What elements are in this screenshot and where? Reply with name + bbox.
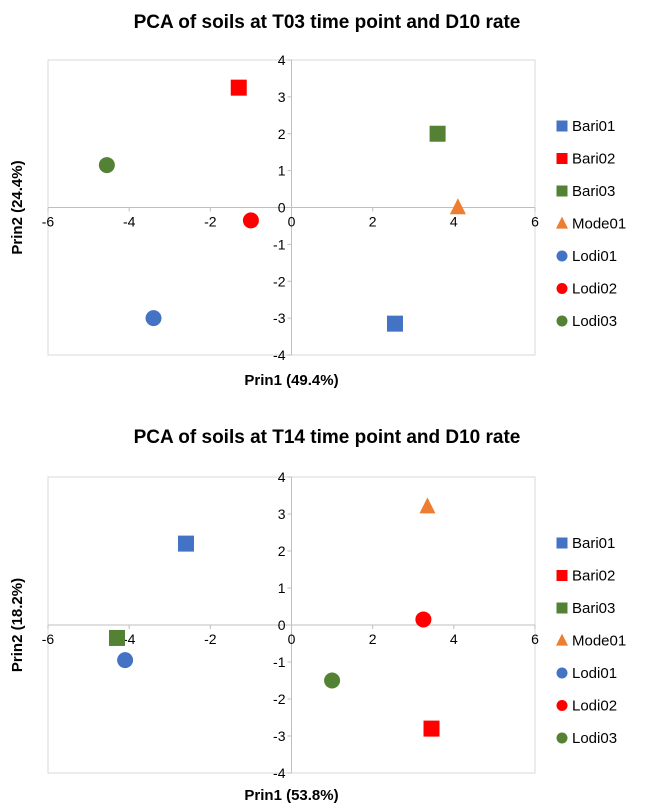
y-tick-label: 0 [278,617,286,633]
legend-label: Mode01 [572,216,626,233]
legend-label: Lodi01 [572,665,617,682]
data-point-bari03 [429,125,446,142]
x-tick-label: -4 [123,631,136,647]
data-point-mode01 [419,497,436,514]
legend-marker-bari02 [556,570,568,581]
legend-label: Lodi02 [572,281,617,298]
data-point-lodi01 [145,310,162,327]
x-tick-label: 6 [531,214,539,230]
y-tick-label: 1 [278,163,286,179]
y-tick-label: -4 [273,347,286,363]
legend-marker-mode01 [556,633,568,646]
legend-marker-bari03 [556,602,568,614]
legend-marker-mode01 [556,216,568,229]
scatter-chart-t03: PCA of soils at T03 time point and D10 r… [9,12,626,389]
chart-panel-t03: PCA of soils at T03 time point and D10 r… [0,0,654,400]
y-tick-label: 3 [278,89,286,105]
x-tick-label: 2 [369,214,377,230]
y-tick-label: 3 [278,506,286,522]
x-tick-label: 4 [450,214,458,230]
legend-marker-lodi02 [556,283,568,294]
data-point-lodi02 [242,212,259,229]
legend-marker-lodi01 [556,667,568,679]
y-tick-label: -4 [273,765,286,781]
x-tick-label: -6 [42,631,55,647]
legend-marker-bari01 [556,537,568,549]
data-point-bari01 [177,535,194,552]
scatter-chart-t14: PCA of soils at T14 time point and D10 r… [9,427,626,803]
data-point-bari02 [230,79,247,96]
x-tick-label: 4 [450,631,458,647]
legend-label: Lodi03 [572,313,617,330]
data-point-bari01 [386,315,403,332]
legend-label: Bari03 [572,183,615,200]
y-tick-label: -2 [273,691,286,707]
data-point-lodi03 [324,672,341,689]
legend-marker-lodi02 [556,700,568,711]
x-tick-label: -6 [42,214,55,230]
y-tick-label: -1 [273,236,286,252]
data-point-lodi03 [98,157,115,174]
legend-label: Lodi03 [572,730,617,747]
y-axis-label: Prin2 (24.4%) [9,160,26,254]
legend-label: Bari02 [572,151,615,168]
y-tick-label: -1 [273,654,286,670]
y-tick-label: 2 [278,126,286,142]
x-tick-label: 6 [531,631,539,647]
y-tick-label: -2 [273,273,286,289]
legend-label: Lodi02 [572,698,617,715]
y-tick-label: -3 [273,728,286,744]
legend-marker-bari01 [556,120,568,132]
chart-title: PCA of soils at T14 time point and D10 r… [134,427,521,448]
y-tick-label: 2 [278,543,286,559]
legend-label: Bari01 [572,535,615,552]
legend-label: Mode01 [572,633,626,650]
legend-label: Lodi01 [572,248,617,265]
data-point-lodi01 [117,652,134,669]
x-tick-label: 2 [369,631,377,647]
y-tick-label: 4 [278,469,286,485]
x-tick-label: 0 [288,214,296,230]
legend-marker-lodi03 [556,732,568,744]
legend-label: Bari03 [572,600,615,617]
legend-label: Bari02 [572,568,615,585]
y-tick-label: -3 [273,310,286,326]
legend-marker-lodi03 [556,315,568,327]
data-point-bari02 [423,720,440,737]
data-point-bari03 [108,629,125,646]
x-tick-label: 0 [288,631,296,647]
legend-marker-bari03 [556,185,568,197]
y-tick-label: 0 [278,200,286,216]
x-axis-label: Prin1 (49.4%) [244,372,338,389]
legend-marker-lodi01 [556,250,568,262]
x-axis-label: Prin1 (53.8%) [244,787,338,803]
chart-panel-t14: PCA of soils at T14 time point and D10 r… [0,403,654,803]
chart-title: PCA of soils at T03 time point and D10 r… [134,12,521,33]
x-tick-label: -2 [204,214,217,230]
legend-marker-bari02 [556,153,568,164]
y-axis-label: Prin2 (18.2%) [9,578,26,672]
x-tick-label: -4 [123,214,136,230]
data-point-mode01 [449,198,466,215]
x-tick-label: -2 [204,631,217,647]
y-tick-label: 1 [278,580,286,596]
data-point-lodi02 [415,611,432,628]
y-tick-label: 4 [278,52,286,68]
legend-label: Bari01 [572,118,615,135]
